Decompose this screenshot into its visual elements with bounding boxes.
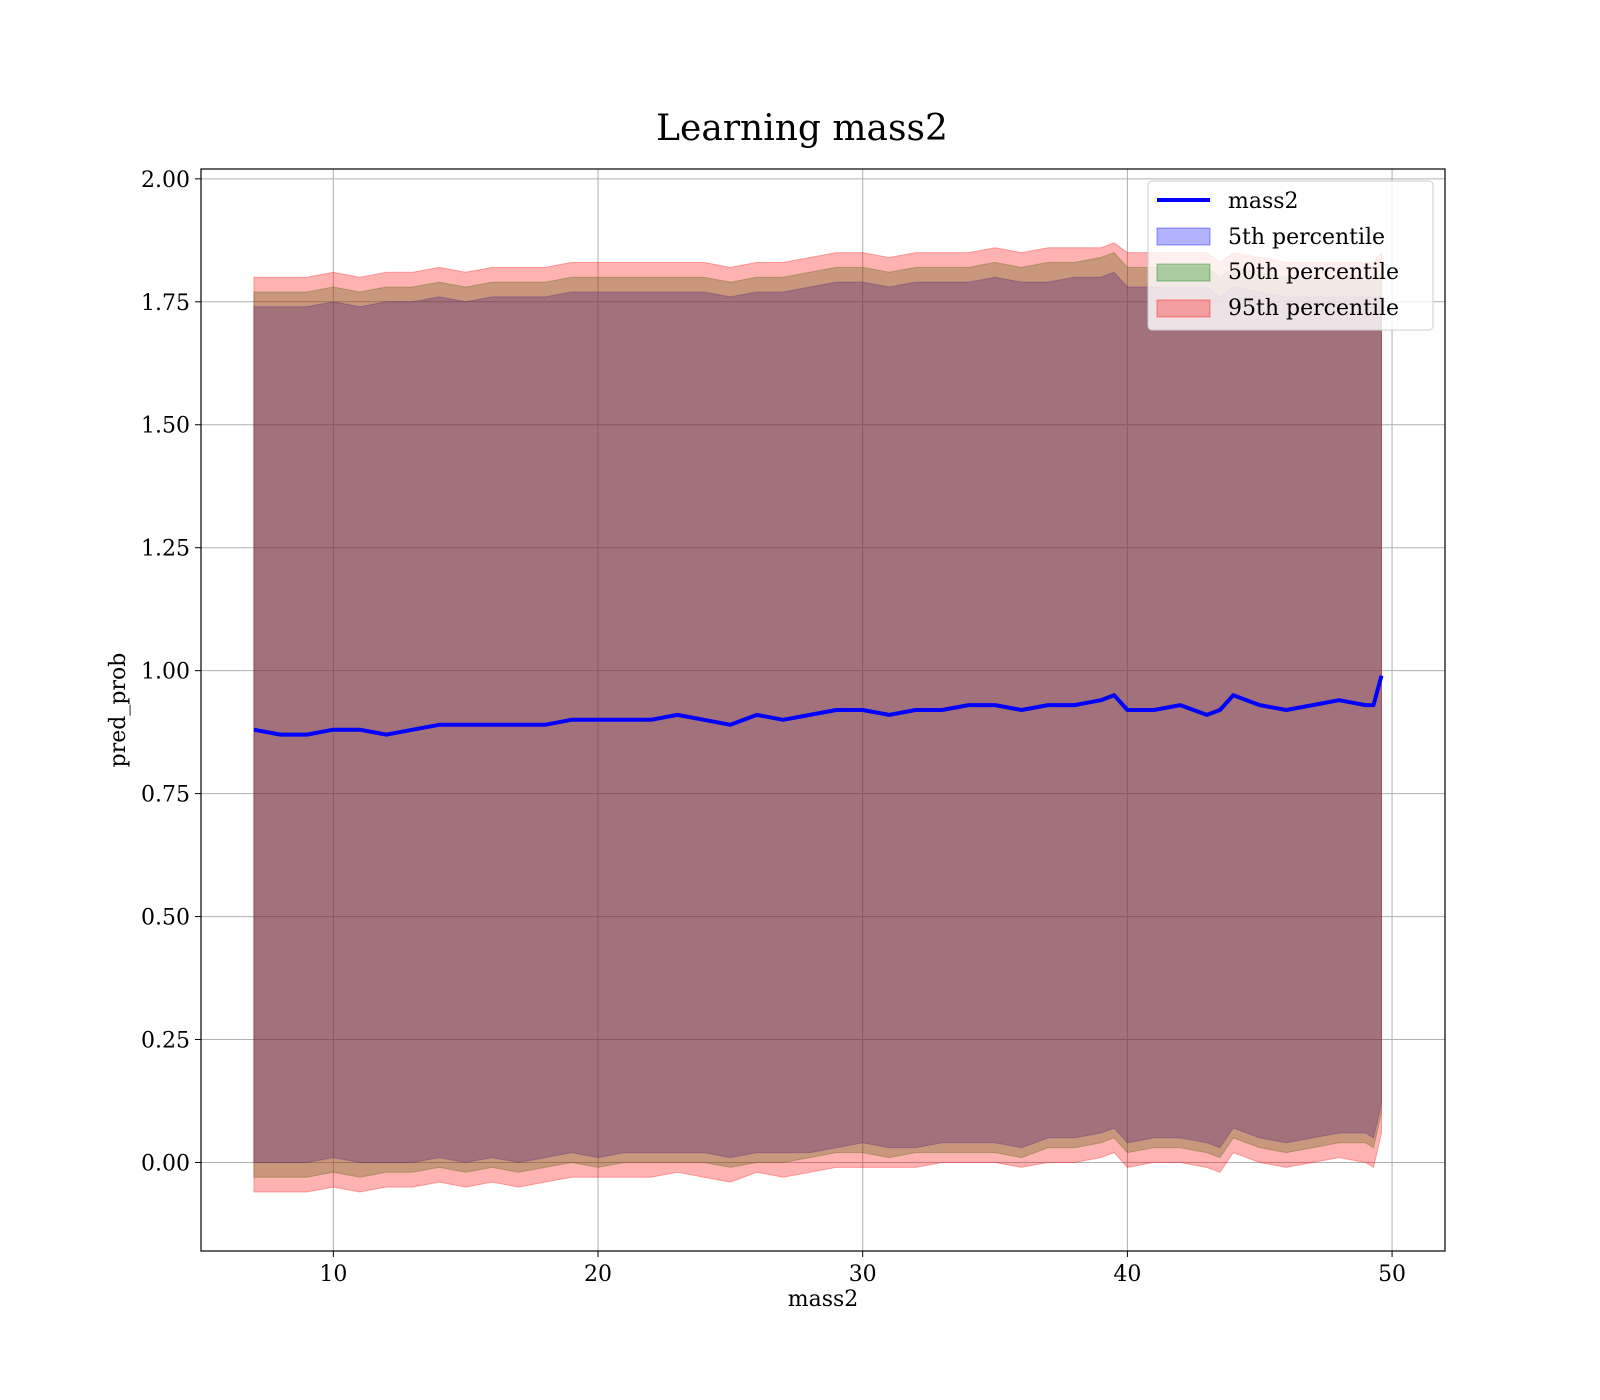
- x-tick-label-3: 40: [1113, 1262, 1141, 1287]
- legend-swatch-p5: [1156, 227, 1211, 246]
- band-95th-percentile: [253, 242, 1382, 1193]
- x-tick-label-0: 10: [319, 1262, 347, 1287]
- y-axis-ticks: 0.00 0.25 0.50 0.75 1.00 1.25 1.50 1.75 2.00: [141, 168, 201, 1176]
- legend-frame: [1147, 180, 1434, 331]
- y-tick-label-7: 1.75: [141, 291, 190, 316]
- y-tick-label-4: 1.00: [141, 660, 190, 685]
- x-tick-label-4: 50: [1378, 1262, 1406, 1287]
- y-axis-label: pred_prob: [106, 653, 131, 768]
- legend-swatch-p95: [1156, 299, 1211, 318]
- legend-swatch-p50: [1156, 263, 1211, 282]
- band-5th-percentile: [253, 271, 1382, 1164]
- chart-title: Learning mass2: [656, 108, 948, 149]
- y-tick-label-8: 2.00: [141, 168, 190, 193]
- legend: mass2 5th percentile 50th percentile 95t…: [1147, 180, 1434, 331]
- x-tick-label-1: 20: [584, 1262, 612, 1287]
- y-tick-label-3: 0.75: [141, 783, 190, 808]
- percentile-bands: [253, 242, 1382, 1193]
- line-series-mass2: [253, 675, 1384, 737]
- legend-label-p50: 50th percentile: [1228, 260, 1399, 285]
- y-tick-label-6: 1.50: [141, 414, 190, 439]
- x-axis-label: mass2: [788, 1287, 859, 1312]
- legend-label-p95: 95th percentile: [1228, 296, 1399, 321]
- y-tick-label-1: 0.25: [141, 1029, 190, 1054]
- series-lines: [253, 675, 1384, 737]
- plot-frame: [200, 168, 1446, 1252]
- x-tick-label-2: 30: [849, 1262, 877, 1287]
- legend-label-p5: 5th percentile: [1228, 225, 1385, 250]
- y-tick-label-5: 1.25: [141, 537, 190, 562]
- y-tick-label-2: 0.50: [141, 906, 190, 931]
- x-axis-ticks: 10 20 30 40 50: [319, 1251, 1406, 1287]
- legend-label-mass2: mass2: [1228, 189, 1299, 214]
- y-tick-label-0: 0.00: [141, 1151, 190, 1176]
